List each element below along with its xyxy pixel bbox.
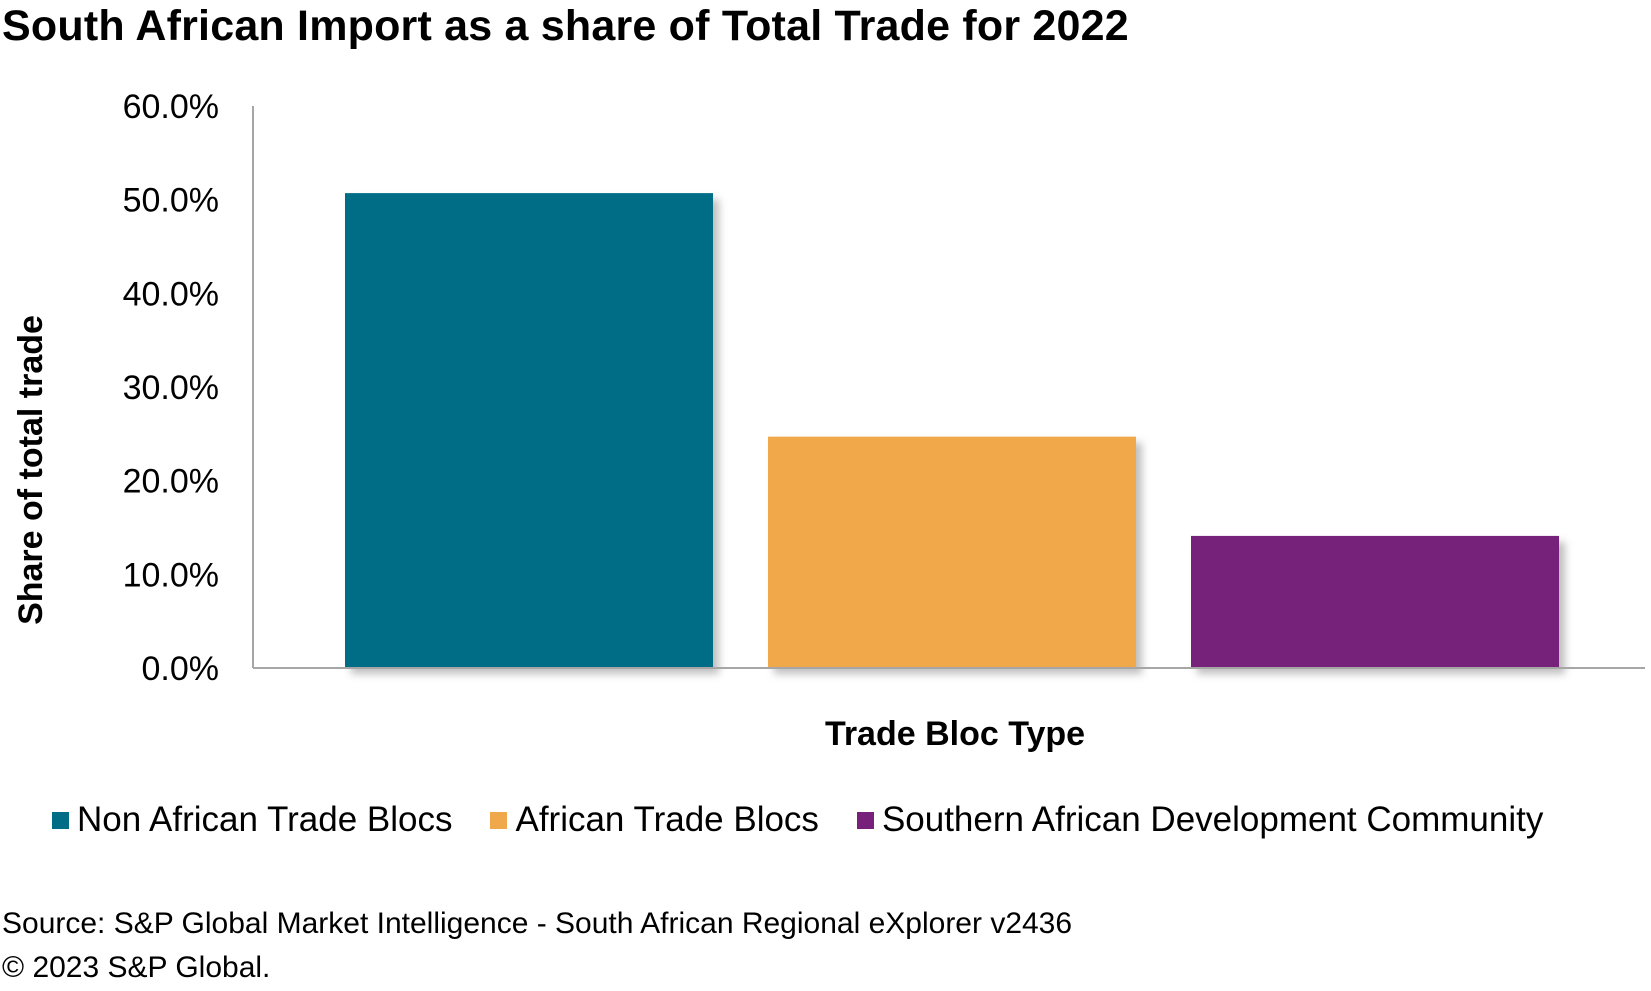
y-axis-title: Share of total trade <box>12 315 50 625</box>
legend-label: Non African Trade Blocs <box>77 800 453 839</box>
legend-swatch <box>490 811 508 829</box>
legend: Non African Trade Blocs African Trade Blo… <box>52 800 1581 840</box>
y-tick-label: 0.0% <box>142 650 220 688</box>
legend-label: African Trade Blocs <box>515 800 819 839</box>
legend-swatch <box>52 811 69 829</box>
y-tick-label: 60.0% <box>123 88 219 126</box>
y-axis-tick-labels: 0.0% 10.0% 20.0% 30.0% 40.0% 50.0% 60.0% <box>123 88 219 688</box>
legend-label: Southern African Development Community <box>881 800 1544 839</box>
y-tick-label: 20.0% <box>123 463 219 501</box>
y-tick-label: 30.0% <box>123 369 219 407</box>
bar <box>345 193 713 669</box>
y-tick-label: 40.0% <box>123 275 219 313</box>
copyright-text: © 2023 S&P Global. <box>2 951 271 984</box>
bars <box>345 193 1559 669</box>
chart-title: South African Import as a share of Total… <box>2 2 1129 50</box>
bar <box>768 436 1136 668</box>
legend-item: Southern African Development Community <box>856 800 1544 840</box>
y-tick-label: 10.0% <box>123 556 219 594</box>
x-axis-title: Trade Bloc Type <box>825 715 1085 753</box>
legend-item: Non African Trade Blocs <box>52 800 452 840</box>
y-tick-label: 50.0% <box>123 182 219 220</box>
bar <box>1191 535 1559 668</box>
legend-swatch <box>856 811 874 829</box>
legend-item: African Trade Blocs <box>490 800 819 840</box>
source-text: Source: S&P Global Market Intelligence -… <box>2 907 1073 940</box>
